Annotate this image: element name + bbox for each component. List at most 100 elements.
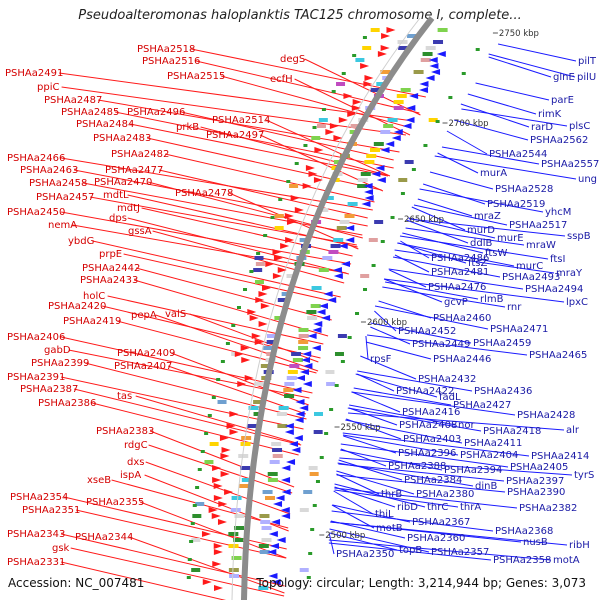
forward-gene-arrow xyxy=(213,585,223,591)
gene-label-forward: PSHAa2483 xyxy=(93,133,151,144)
feature-block xyxy=(217,400,227,404)
gene-label-forward: PSHAa2387 xyxy=(20,384,78,395)
leader-line xyxy=(220,75,412,129)
gene-label-reverse: lpxC xyxy=(566,297,588,308)
reverse-gene-arrow xyxy=(284,429,294,435)
feature-block xyxy=(308,466,318,470)
gc-marker xyxy=(231,324,236,327)
leader-line xyxy=(328,542,492,561)
feature-block xyxy=(314,412,324,416)
feature-block xyxy=(387,118,398,122)
reverse-gene-arrow xyxy=(268,573,278,579)
forward-gene-arrow xyxy=(363,81,373,87)
forward-gene-arrow xyxy=(347,111,357,117)
gene-label-reverse: PSHAa2452 xyxy=(398,326,456,337)
gene-label-reverse: PSHAa2380 xyxy=(416,489,474,500)
feature-block xyxy=(397,40,408,44)
feature-block xyxy=(238,454,249,458)
gene-label-reverse: PSHAa2394 xyxy=(444,465,502,476)
feature-block xyxy=(230,508,241,512)
gene-label-reverse: PSHAa2465 xyxy=(529,350,587,361)
forward-gene-arrow xyxy=(386,27,396,33)
forward-gene-arrow xyxy=(244,375,254,381)
gene-label-forward: PSHAa2442 xyxy=(82,263,140,274)
gene-label-reverse: gcvP xyxy=(444,297,468,308)
feature-block xyxy=(303,490,313,494)
reverse-gene-arrow xyxy=(299,405,309,411)
forward-gene-arrow xyxy=(229,411,239,417)
forward-gene-arrow xyxy=(211,513,221,519)
feature-block xyxy=(259,514,270,518)
feature-block xyxy=(307,316,318,320)
gene-label-forward: PSHAa2355 xyxy=(86,497,144,508)
gc-marker xyxy=(303,144,308,147)
gene-label-forward: PSHAa2383 xyxy=(96,426,154,437)
backbone-arc-inner xyxy=(231,17,421,600)
feature-block xyxy=(274,226,284,230)
gene-label-forward: PSHAa2351 xyxy=(22,505,80,516)
leader-line xyxy=(497,43,577,62)
feature-block xyxy=(231,496,242,500)
forward-gene-arrow xyxy=(352,99,362,105)
gc-marker xyxy=(236,306,241,309)
feature-block xyxy=(306,310,317,314)
gene-label-reverse: motB xyxy=(376,523,403,534)
leader-line xyxy=(365,335,369,360)
gene-label-reverse: plsC xyxy=(569,121,590,132)
leader-line xyxy=(141,207,353,257)
leader-line xyxy=(374,305,489,330)
leader-line xyxy=(63,496,287,550)
forward-gene-arrow xyxy=(380,45,390,51)
reverse-gene-arrow xyxy=(294,417,304,423)
feature-block xyxy=(289,364,300,368)
feature-block xyxy=(347,202,358,206)
gene-label-forward: PSHAa2491 xyxy=(5,68,63,79)
leader-line xyxy=(422,183,486,205)
gene-label-reverse: ddlB xyxy=(470,238,492,249)
leader-line xyxy=(331,510,494,532)
leader-line xyxy=(353,387,452,406)
forward-gene-arrow xyxy=(351,105,361,111)
gene-label-forward: PSHAa2470 xyxy=(94,177,152,188)
reverse-gene-arrow xyxy=(299,369,309,375)
gc-marker xyxy=(340,360,345,363)
feature-block xyxy=(336,226,347,230)
gene-label-forward: PSHAa2516 xyxy=(142,56,200,67)
gene-label-forward: dps xyxy=(109,213,127,224)
gene-label-reverse: ribH xyxy=(569,540,590,551)
forward-gene-arrow xyxy=(313,177,323,183)
reverse-gene-arrow xyxy=(296,375,306,381)
reverse-gene-arrow xyxy=(364,195,374,201)
feature-block xyxy=(360,172,371,176)
gc-marker xyxy=(190,522,195,525)
label-leader-lines xyxy=(59,43,577,600)
leader-line xyxy=(145,461,291,515)
reverse-gene-arrow xyxy=(302,381,312,387)
gc-marker xyxy=(200,450,205,453)
feature-block xyxy=(239,484,250,488)
feature-block xyxy=(254,256,264,260)
leader-line xyxy=(115,111,394,169)
feature-block xyxy=(420,58,431,62)
reverse-gene-arrow xyxy=(316,309,326,315)
feature-block xyxy=(370,148,381,152)
gc-marker xyxy=(263,234,268,237)
gene-label-reverse: mraW xyxy=(526,240,556,251)
gene-label-forward: PSHAa2391 xyxy=(7,372,65,383)
feature-block xyxy=(191,538,201,542)
gene-label-reverse: ung xyxy=(578,174,597,185)
feature-block xyxy=(298,328,309,332)
gene-label-reverse: PSHAa2397 xyxy=(506,476,564,487)
leader-line xyxy=(356,373,395,392)
forward-gene-arrow xyxy=(333,135,343,141)
gene-label-reverse: PSHAa2471 xyxy=(490,324,548,335)
gene-label-reverse: PSHAa2494 xyxy=(525,284,583,295)
gene-label-forward: PSHAa2419 xyxy=(63,316,121,327)
forward-gene-arrow xyxy=(220,453,230,459)
leader-line xyxy=(382,286,506,308)
gc-marker xyxy=(186,576,191,579)
gene-label-reverse: PSHAa2486 xyxy=(431,253,489,264)
leader-line xyxy=(135,395,301,445)
leader-line xyxy=(394,254,430,273)
gc-marker xyxy=(329,408,334,411)
